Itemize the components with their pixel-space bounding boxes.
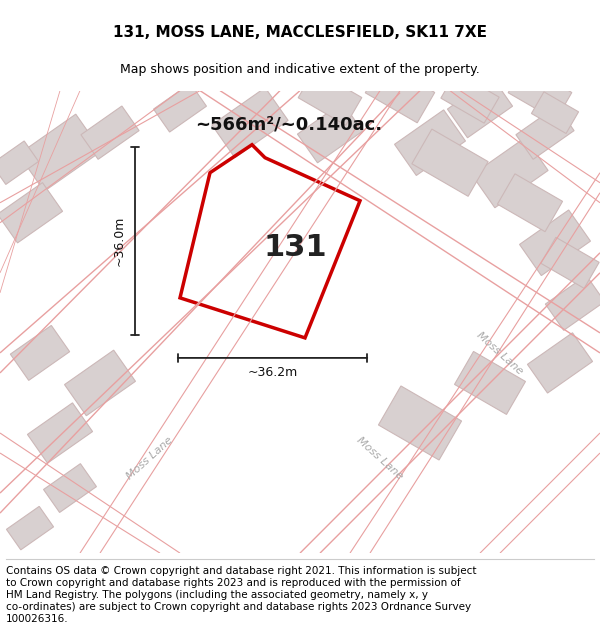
Polygon shape [448,78,512,138]
Polygon shape [154,83,206,132]
Text: ~36.0m: ~36.0m [113,216,125,266]
Text: HM Land Registry. The polygons (including the associated geometry, namely x, y: HM Land Registry. The polygons (includin… [6,590,428,600]
Polygon shape [44,464,97,512]
Polygon shape [472,138,548,208]
Polygon shape [516,106,574,159]
Text: to Crown copyright and database rights 2023 and is reproduced with the permissio: to Crown copyright and database rights 2… [6,578,461,588]
Polygon shape [28,403,92,463]
Polygon shape [455,351,526,414]
Text: ~566m²/~0.140ac.: ~566m²/~0.140ac. [195,116,382,134]
Polygon shape [298,102,362,162]
Polygon shape [298,70,362,125]
Text: Map shows position and indicative extent of the property.: Map shows position and indicative extent… [120,63,480,76]
Polygon shape [365,62,435,123]
Text: Contains OS data © Crown copyright and database right 2021. This information is : Contains OS data © Crown copyright and d… [6,566,476,576]
Polygon shape [497,174,563,232]
Text: 131: 131 [263,233,327,262]
Polygon shape [212,88,288,158]
Polygon shape [508,65,572,120]
Text: ~36.2m: ~36.2m [247,366,298,379]
Polygon shape [412,129,488,196]
Polygon shape [545,276,600,331]
Polygon shape [541,238,599,288]
Polygon shape [7,506,53,550]
Polygon shape [441,72,499,123]
Polygon shape [379,386,461,460]
Text: co-ordinates) are subject to Crown copyright and database rights 2023 Ordnance S: co-ordinates) are subject to Crown copyr… [6,602,471,612]
Polygon shape [527,332,593,393]
Polygon shape [532,92,578,134]
Polygon shape [81,106,139,159]
Polygon shape [520,210,590,276]
Polygon shape [19,114,101,191]
Text: 131, MOSS LANE, MACCLESFIELD, SK11 7XE: 131, MOSS LANE, MACCLESFIELD, SK11 7XE [113,26,487,41]
Text: 100026316.: 100026316. [6,614,68,624]
Text: Moss Lane: Moss Lane [125,435,175,481]
Polygon shape [0,182,62,243]
Polygon shape [0,141,38,184]
Text: Moss Lane: Moss Lane [475,329,525,376]
Polygon shape [65,350,136,416]
Polygon shape [10,326,70,381]
Text: Moss Lane: Moss Lane [355,435,405,481]
Polygon shape [395,110,466,176]
